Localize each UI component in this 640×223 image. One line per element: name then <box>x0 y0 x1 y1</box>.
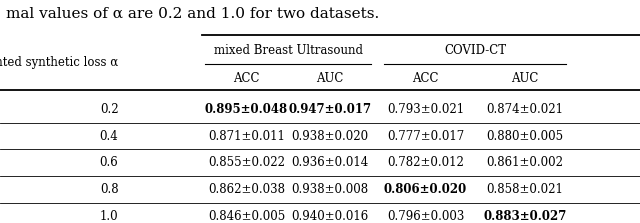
Text: 0.883±0.027: 0.883±0.027 <box>483 210 566 223</box>
Text: 0.874±0.021: 0.874±0.021 <box>486 103 563 116</box>
Text: 0.2: 0.2 <box>100 103 118 116</box>
Text: 0.861±0.002: 0.861±0.002 <box>486 156 563 169</box>
Text: 0.846±0.005: 0.846±0.005 <box>208 210 285 223</box>
Text: mixed Breast Ultrasound: mixed Breast Ultrasound <box>214 44 362 57</box>
Text: mal values of α are 0.2 and 1.0 for two datasets.: mal values of α are 0.2 and 1.0 for two … <box>6 7 380 21</box>
Text: 0.895±0.048: 0.895±0.048 <box>205 103 288 116</box>
Text: 0.880±0.005: 0.880±0.005 <box>486 130 563 142</box>
Text: 0.947±0.017: 0.947±0.017 <box>288 103 371 116</box>
Text: 0.6: 0.6 <box>100 156 118 169</box>
Text: 0.793±0.021: 0.793±0.021 <box>387 103 464 116</box>
Text: 0.862±0.038: 0.862±0.038 <box>208 183 285 196</box>
Text: 0.936±0.014: 0.936±0.014 <box>291 156 368 169</box>
Text: 0.8: 0.8 <box>100 183 118 196</box>
Text: 0.4: 0.4 <box>100 130 118 142</box>
Text: 0.855±0.022: 0.855±0.022 <box>208 156 285 169</box>
Text: 0.871±0.011: 0.871±0.011 <box>208 130 285 142</box>
Text: ACC: ACC <box>233 72 260 85</box>
Text: 0.940±0.016: 0.940±0.016 <box>291 210 368 223</box>
Text: 1.0: 1.0 <box>100 210 118 223</box>
Text: 0.782±0.012: 0.782±0.012 <box>387 156 464 169</box>
Text: 0.938±0.020: 0.938±0.020 <box>291 130 368 142</box>
Text: 0.938±0.008: 0.938±0.008 <box>291 183 368 196</box>
Text: weighted synthetic loss α: weighted synthetic loss α <box>0 56 118 69</box>
Text: 0.858±0.021: 0.858±0.021 <box>486 183 563 196</box>
Text: AUC: AUC <box>511 72 538 85</box>
Text: 0.796±0.003: 0.796±0.003 <box>387 210 464 223</box>
Text: AUC: AUC <box>316 72 343 85</box>
Text: 0.806±0.020: 0.806±0.020 <box>384 183 467 196</box>
Text: COVID-CT: COVID-CT <box>444 44 506 57</box>
Text: 0.777±0.017: 0.777±0.017 <box>387 130 464 142</box>
Text: ACC: ACC <box>412 72 439 85</box>
